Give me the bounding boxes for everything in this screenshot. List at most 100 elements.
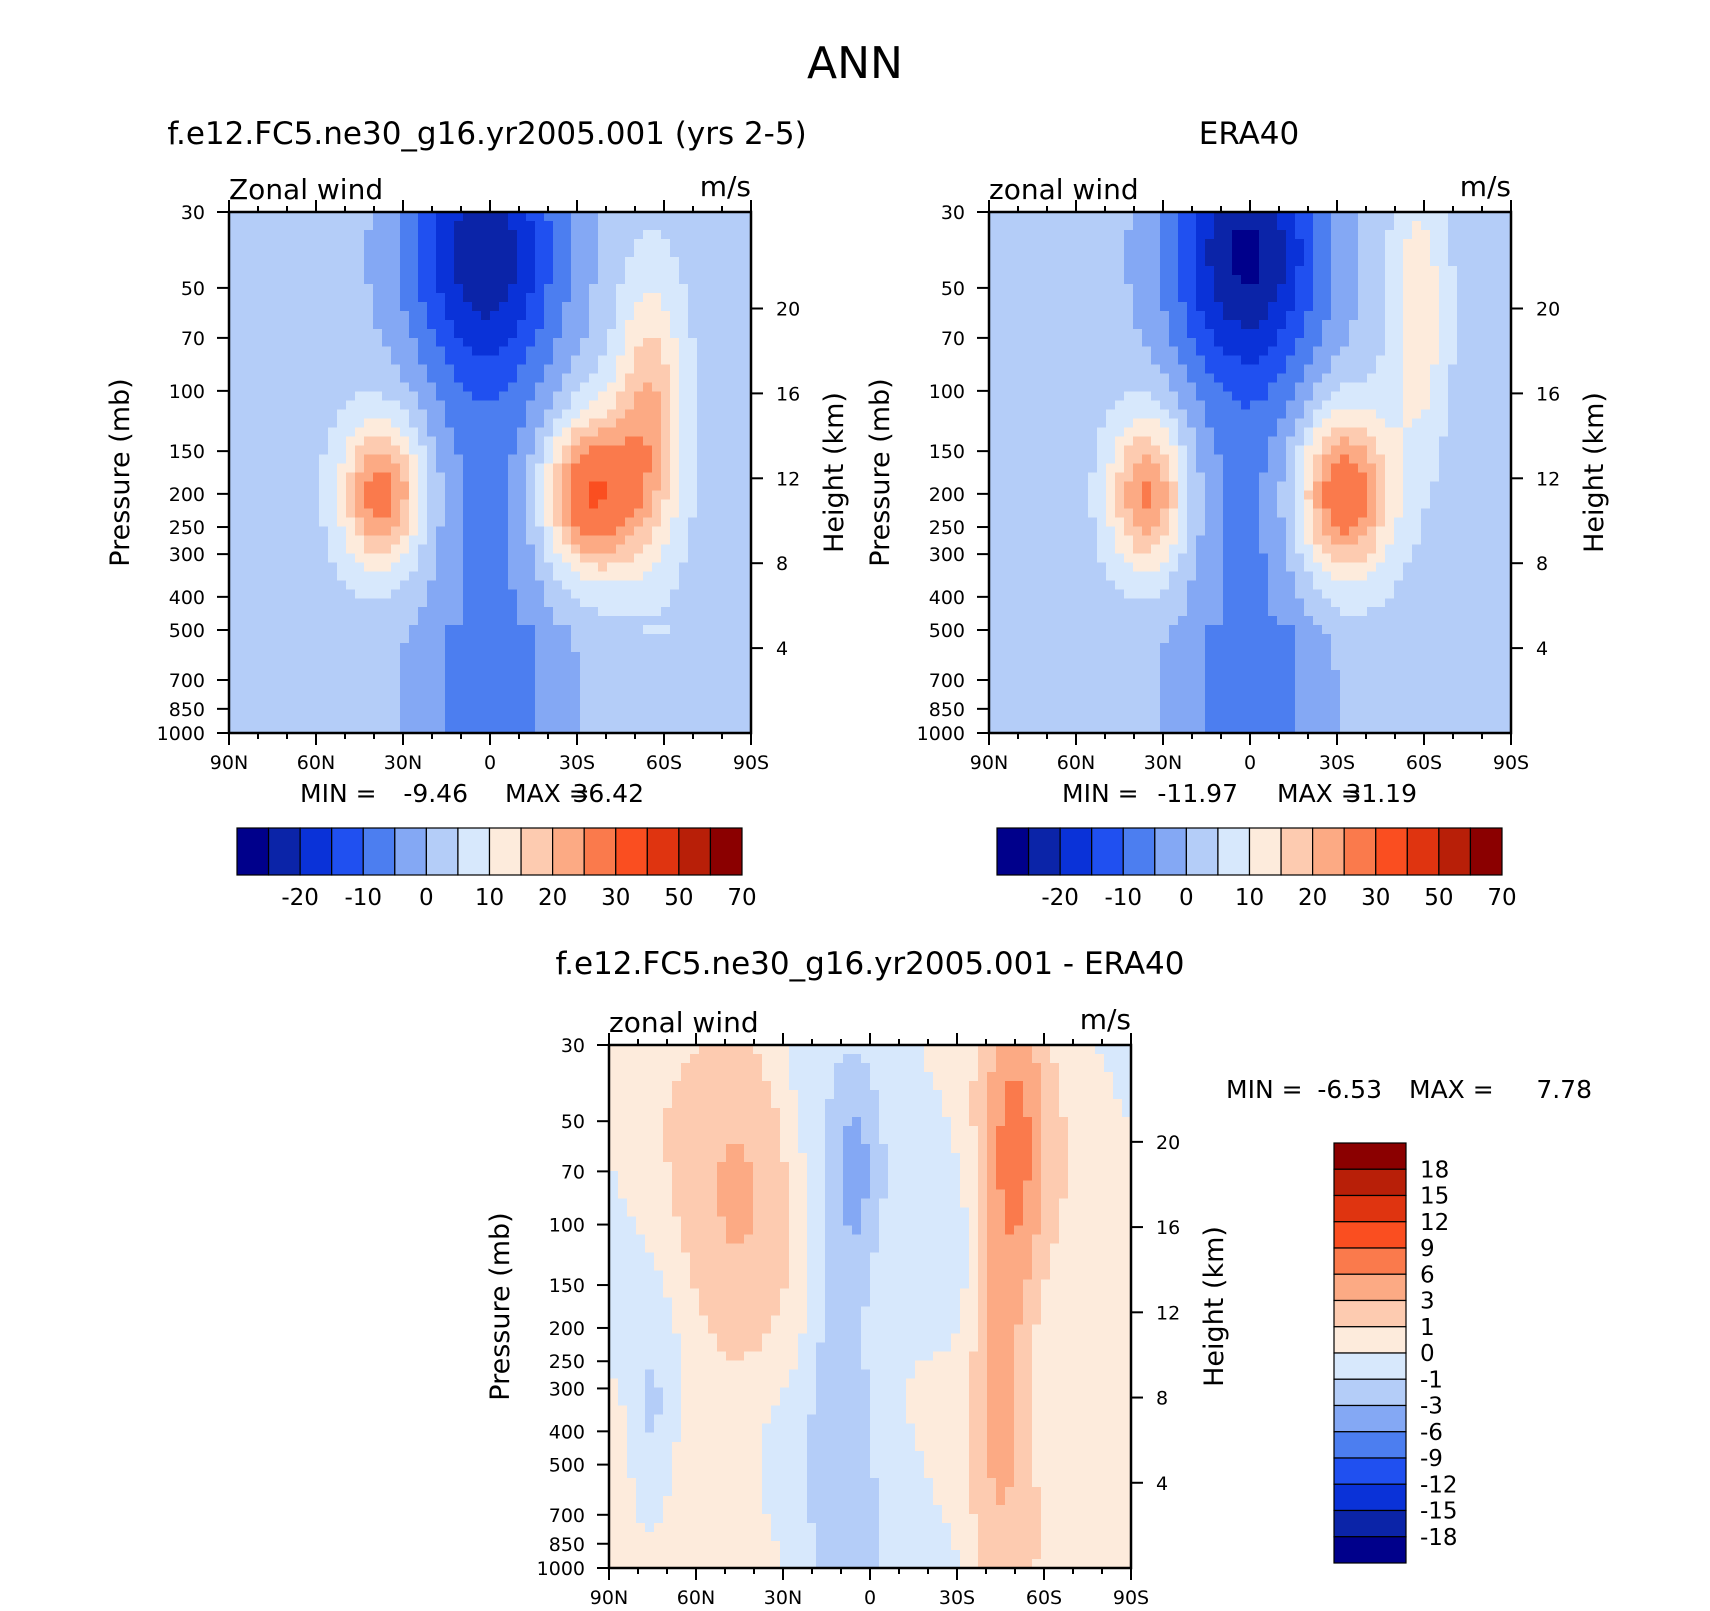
contour-cell: [328, 508, 338, 519]
contour-cell: [1025, 445, 1035, 456]
contour-cell: [499, 445, 509, 456]
contour-cell: [1025, 679, 1035, 689]
contour-cell: [310, 670, 320, 680]
contour-cell: [490, 643, 500, 653]
contour-cell: [427, 310, 437, 321]
contour-cell: [301, 535, 311, 545]
contour-cell: [607, 562, 617, 572]
contour-cell: [418, 337, 428, 348]
contour-cell: [1187, 670, 1197, 680]
contour-cell: [1043, 400, 1053, 411]
contour-cell: [319, 238, 329, 249]
contour-cell: [1205, 508, 1215, 519]
contour-cell: [1088, 373, 1098, 384]
contour-cell: [409, 247, 419, 258]
contour-cell: [1088, 463, 1098, 474]
contour-cell: [1151, 247, 1161, 258]
contour-cell: [400, 238, 410, 249]
contour-cell: [229, 661, 239, 671]
contour-cell: [1142, 238, 1152, 249]
contour-cell: [256, 283, 266, 294]
contour-cell: [265, 319, 275, 330]
contour-cell: [535, 463, 545, 474]
contour-cell: [1007, 382, 1017, 393]
contour-cell: [733, 634, 743, 644]
contour-cell: [1079, 463, 1089, 474]
height-tick-label: 4: [776, 638, 788, 660]
contour-cell: [562, 598, 572, 608]
contour-cell: [1169, 544, 1179, 554]
contour-cell: [238, 490, 248, 501]
contour-cell: [544, 715, 554, 725]
contour-cell: [328, 229, 338, 240]
contour-cell: [1205, 247, 1215, 258]
contour-cell: [616, 535, 626, 545]
contour-cell: [256, 382, 266, 393]
contour-cell: [382, 634, 392, 644]
contour-cell: [1088, 670, 1098, 680]
contour-cell: [571, 274, 581, 285]
contour-cell: [625, 517, 635, 527]
contour-cell: [562, 427, 572, 438]
contour-cell: [373, 544, 383, 554]
contour-cell: [535, 535, 545, 545]
contour-cell: [1097, 634, 1107, 644]
contour-cell: [989, 328, 999, 339]
contour-cell: [580, 643, 590, 653]
contour-cell: [1205, 661, 1215, 671]
contour-cell: [256, 427, 266, 438]
contour-cell: [400, 436, 410, 447]
contour-cell: [1097, 400, 1107, 411]
contour-cell: [652, 418, 662, 429]
contour-cell: [733, 562, 743, 572]
contour-cell: [508, 490, 518, 501]
contour-cell: [409, 301, 419, 312]
contour-cell: [499, 418, 509, 429]
contour-cell: [1079, 373, 1089, 384]
contour-cell: [481, 409, 491, 420]
contour-cell: [1043, 688, 1053, 698]
contour-cell: [1025, 472, 1035, 483]
contour-cell: [697, 625, 707, 635]
contour-cell: [715, 616, 725, 626]
contour-cell: [463, 706, 473, 716]
contour-cell: [418, 310, 428, 321]
contour-cell: [517, 409, 527, 420]
contour-cell: [454, 445, 464, 456]
contour-cell: [436, 553, 446, 563]
contour-cell: [1034, 643, 1044, 653]
contour-cell: [989, 382, 999, 393]
contour-cell: [1079, 220, 1089, 231]
contour-cell: [319, 436, 329, 447]
contour-cell: [1160, 481, 1170, 492]
contour-cell: [436, 589, 446, 599]
contour-cell: [553, 679, 563, 689]
contour-cell: [616, 301, 626, 312]
contour-cell: [409, 319, 419, 330]
contour-cell: [553, 436, 563, 447]
contour-cell: [742, 256, 752, 267]
contour-cell: [526, 212, 536, 222]
contour-cell: [679, 562, 689, 572]
contour-cell: [589, 508, 599, 519]
contour-cell: [274, 472, 284, 483]
contour-cell: [652, 292, 662, 303]
contour-cell: [436, 373, 446, 384]
contour-cell: [1124, 265, 1134, 276]
contour-cell: [634, 212, 644, 222]
contour-cell: [724, 526, 734, 536]
contour-cell: [589, 265, 599, 276]
contour-cell: [706, 706, 716, 716]
contour-cell: [1115, 382, 1125, 393]
contour-cell: [256, 607, 266, 617]
contour-cell: [688, 247, 698, 258]
contour-cell: [355, 526, 365, 536]
contour-cell: [697, 526, 707, 536]
contour-cell: [1106, 391, 1116, 402]
contour-cell: [1007, 238, 1017, 249]
contour-cell: [1124, 364, 1134, 375]
contour-cell: [229, 553, 239, 563]
contour-cell: [346, 607, 356, 617]
contour-cell: [535, 661, 545, 671]
contour-cell: [535, 301, 545, 312]
